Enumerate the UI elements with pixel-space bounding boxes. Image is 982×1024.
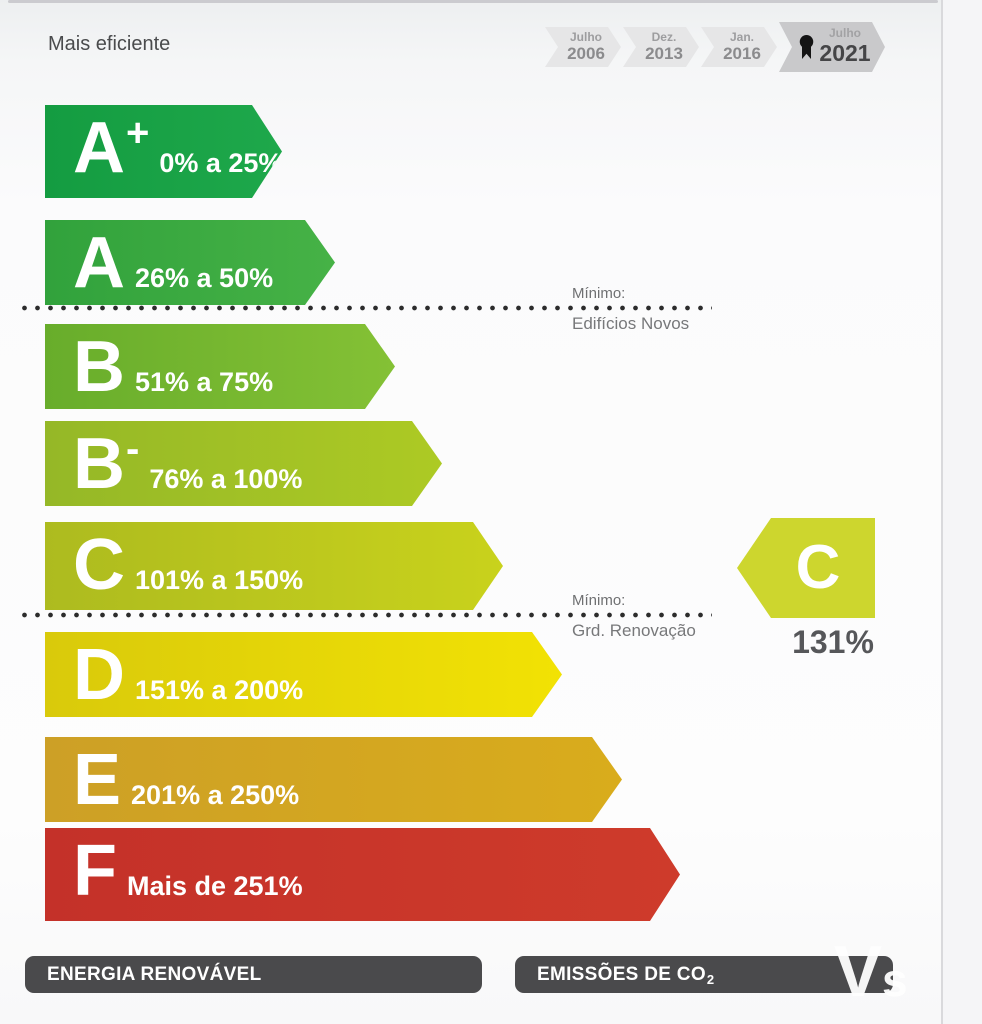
grade-range-label: 0% a 25% [159, 148, 283, 178]
energy-bar-e: E 201% a 250% [45, 737, 622, 822]
renewable-energy-label: ENERGIA RENOVÁVEL [47, 963, 262, 985]
timeline-badge-2013: Dez. 2013 [623, 27, 699, 67]
grade-superscript: - [126, 427, 140, 471]
grade-range-label: 201% a 250% [131, 780, 300, 810]
energy-bar-d: D 151% a 200% [45, 632, 562, 717]
grade-range-label: 101% a 150% [135, 565, 304, 595]
grade-range-label: 26% a 50% [135, 263, 274, 293]
grade-letter: A+ [73, 108, 150, 188]
medal-icon [799, 34, 814, 60]
top-divider [8, 0, 938, 3]
rating-grade: C [795, 533, 841, 602]
grade-superscript: + [126, 111, 150, 155]
threshold-2-sublabel: Grd. Renovação [572, 621, 696, 640]
timeline-badge-2016: Jan. 2016 [701, 27, 777, 67]
grade-range-label: 151% a 200% [135, 675, 304, 705]
threshold-1-sublabel: Edifícios Novos [572, 314, 690, 333]
grade-letter: B- [73, 424, 140, 504]
grade-letter: F [73, 831, 117, 911]
grade-letter: B [73, 327, 125, 407]
co2-subscript: 2 [706, 972, 715, 987]
energy-bar-b: B 51% a 75% [45, 324, 395, 409]
grade-range-label: Mais de 251% [126, 871, 303, 901]
watermark: Vs [834, 932, 908, 1012]
timeline: Julho 2006 Dez. 2013 Jan. 2016 Julho 2021 [545, 22, 885, 72]
timeline-badge-2006: Julho 2006 [545, 27, 621, 67]
threshold-dotted-line-1 [18, 305, 712, 311]
grade-letter: A [73, 223, 125, 303]
footer-pill-co2-emissions: EMISSÕES DE CO 2 [515, 956, 893, 993]
efficiency-title: Mais eficiente [48, 33, 171, 55]
energy-bar-a: A 26% a 50% [45, 220, 335, 305]
grade-range-label: 76% a 100% [149, 464, 303, 494]
energy-bar-c: C 101% a 150% [45, 522, 503, 610]
energy-bar-f: F Mais de 251% [45, 828, 680, 921]
grade-letter: C [73, 525, 125, 605]
energy-bar-b-minus: B- 76% a 100% [45, 421, 442, 506]
co2-emissions-label: EMISSÕES DE CO [537, 963, 706, 985]
grade-letter: D [73, 635, 125, 715]
grade-letter: E [73, 740, 122, 820]
energy-bar-a-plus: A+ 0% a 25% [45, 105, 282, 198]
timeline-badge-2021: Julho 2021 [779, 22, 885, 72]
scrollbar-track[interactable] [941, 0, 982, 1024]
threshold-1-label: Mínimo: [572, 285, 626, 302]
grade-range-label: 51% a 75% [135, 367, 274, 397]
footer-pill-renewable-energy: ENERGIA RENOVÁVEL [25, 956, 482, 993]
threshold-dotted-line-2 [18, 612, 712, 618]
threshold-2-label: Mínimo: [572, 592, 626, 609]
rating-value: 131% [792, 624, 874, 660]
rating-arrow: C [737, 518, 875, 618]
